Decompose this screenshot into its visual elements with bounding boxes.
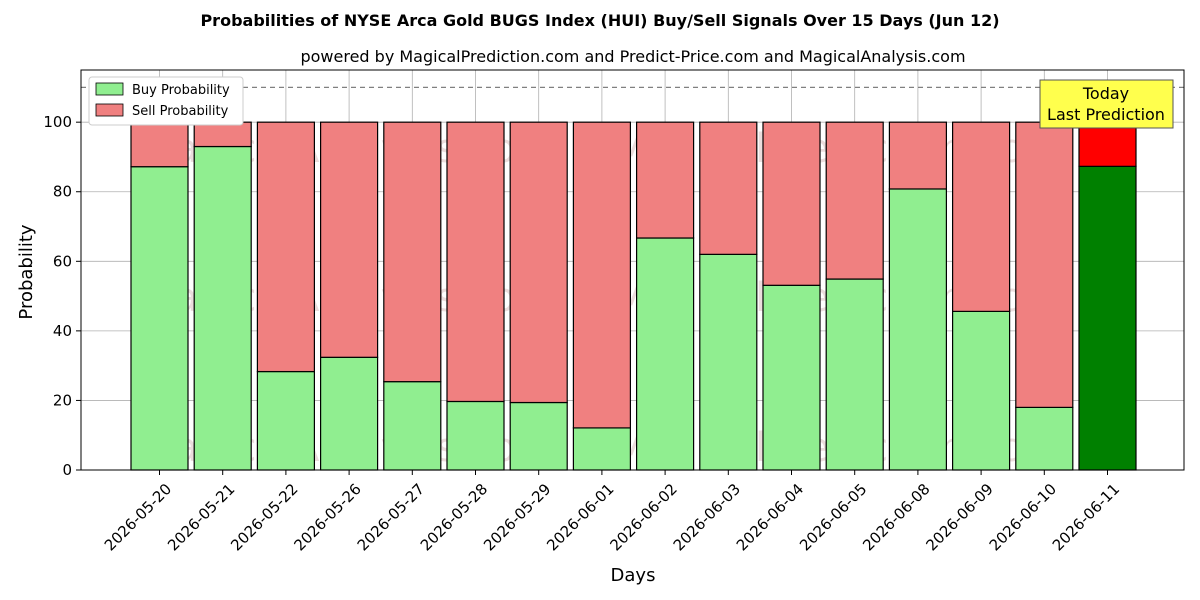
x-tick-label: 2026-05-22 [227,480,301,554]
bar-buy [572,427,632,471]
bar-sell [888,121,948,190]
chart-subtitle: powered by MagicalPrediction.com and Pre… [300,47,965,66]
bar-sell [383,121,442,383]
y-tick-label: 60 [53,252,72,270]
y-tick-label: 80 [53,183,72,201]
bar-sell [256,121,315,373]
bar-sell [699,121,758,255]
x-tick-label: 2026-05-20 [101,480,175,554]
x-tick-label: 2026-06-02 [606,480,680,554]
y-tick-label: 20 [53,391,72,409]
bar-sell [193,121,252,148]
x-tick-label: 2026-06-11 [1049,480,1123,554]
y-axis-label: Probability [16,224,37,319]
bar-buy [762,284,821,471]
bar-buy [825,278,884,471]
x-axis: 2026-05-202026-05-212026-05-222026-05-26… [101,470,1123,554]
annotation-box [1039,79,1174,129]
bar-buy [951,310,1011,471]
x-tick-label: 2026-06-09 [922,480,996,554]
y-axis: 0 20 40 60 80 100 [43,113,81,479]
bar-buy [193,145,252,471]
bar-sell [446,121,505,403]
y-tick-label: 40 [53,322,72,340]
bar-sell [825,121,884,280]
bar-sell [635,121,695,239]
bar-buy [699,253,758,471]
annotation-line-1: Today [1082,84,1129,103]
bar-sell [320,121,379,358]
bar-buy [320,356,379,471]
legend-swatch-sell [95,103,124,117]
legend-label-buy: Buy Probability [132,83,230,98]
bar-buy [888,188,948,471]
bar-buy [1078,165,1137,471]
x-tick-label: 2026-05-29 [480,480,554,554]
x-tick-label: 2026-05-28 [417,480,491,554]
legend: Buy Probability Sell Probability [88,76,244,126]
legend-frame [88,76,244,126]
x-tick-label: 2026-06-01 [543,480,617,554]
bars [130,121,1137,471]
bar-sell [762,121,821,286]
bar-buy [509,401,568,471]
bar-buy [1015,406,1074,471]
plot-frame [80,69,1185,471]
bar-sell [509,121,568,404]
bar-buy [635,237,695,471]
x-tick-label: 2026-05-27 [354,480,428,554]
x-tick-label: 2026-06-10 [986,480,1060,554]
bar-buy [383,381,442,471]
annotation-line-2: Last Prediction [1047,105,1165,124]
x-tick-label: 2026-06-05 [796,480,870,554]
x-tick-label: 2026-06-04 [733,480,807,554]
x-tick-label: 2026-06-03 [670,480,744,554]
bar-buy [256,370,315,471]
legend-label-sell: Sell Probability [132,104,229,119]
today-annotation: Today Last Prediction [1039,79,1174,129]
y-tick-label: 100 [43,113,72,131]
chart-title: Probabilities of NYSE Arca Gold BUGS Ind… [200,11,999,30]
x-tick-label: 2026-05-21 [164,480,238,554]
y-tick-label: 0 [62,461,72,479]
bar-sell [572,121,632,429]
bar-buy [130,166,189,471]
bar-sell [1015,121,1074,408]
x-tick-label: 2026-06-08 [859,480,933,554]
x-tick-label: 2026-05-26 [290,480,364,554]
bar-buy [446,400,505,471]
bar-sell [951,121,1011,312]
legend-swatch-buy [95,82,124,96]
bar-sell [130,121,189,168]
x-axis-label: Days [611,565,656,586]
bar-sell [1078,121,1137,167]
